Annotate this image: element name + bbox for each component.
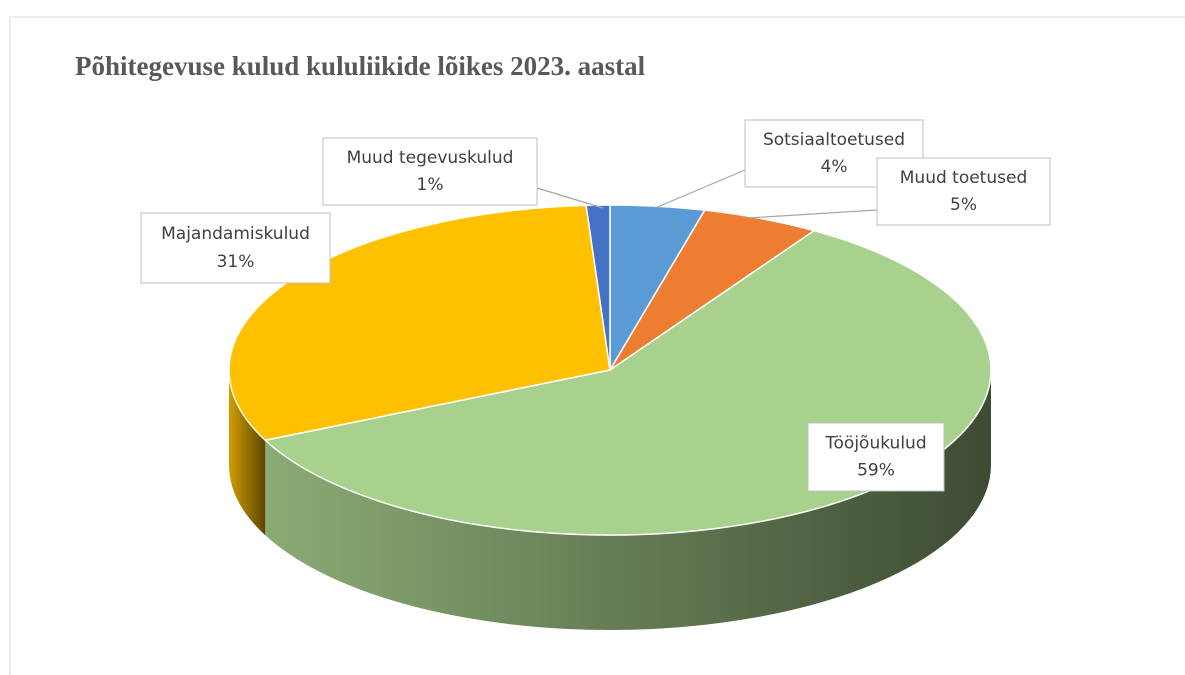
data-label-name: Majandamiskulud [161,224,310,244]
data-label-value: 31% [217,252,255,272]
leader-line [654,169,746,209]
pie-sides [229,370,992,630]
data-label-value: 4% [821,157,848,177]
data-label-name: Sotsiaaltoetused [763,130,905,150]
data-label-name: Tööjõukulud [824,433,926,453]
data-label-value: 59% [857,461,895,481]
data-label-value: 5% [950,195,977,215]
chart-frame [9,16,1185,675]
data-label-box [744,119,924,188]
data-label-name: Muud tegevuskulud [347,148,514,168]
pie-side [229,370,266,536]
data-label-value: 1% [417,175,444,195]
pie-side [265,370,992,630]
data-label-box [322,137,538,206]
leader-line [747,209,878,219]
data-label-box [140,212,331,284]
chart-title: Põhitegevuse kulud kululiikide lõikes 20… [75,51,646,81]
data-label-box [876,157,1051,226]
pie-slice [585,204,611,371]
data-label-box [807,422,945,492]
data-label-name: Muud toetused [900,168,1027,188]
leader-line [536,187,604,209]
